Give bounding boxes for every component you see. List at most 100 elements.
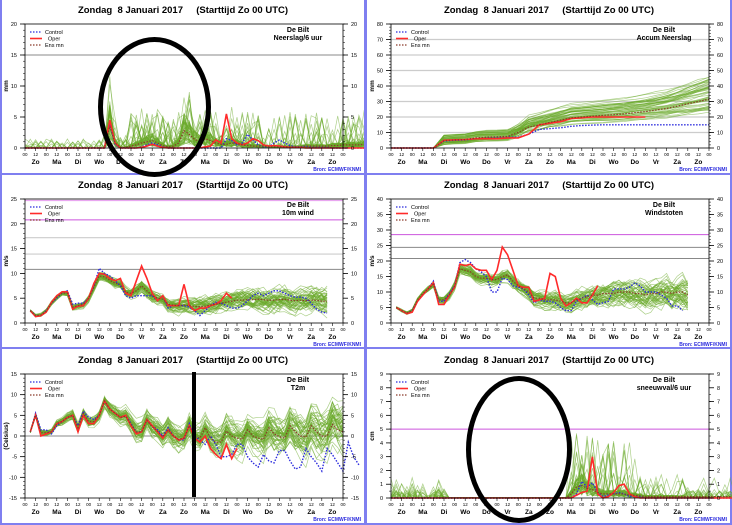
x-hour-label: 00 [452,502,458,507]
y-tick-label: 5 [14,296,17,302]
x-hour-label: 00 [494,502,500,507]
x-day-label: Vr [138,509,145,516]
y-tick-label: 7 [380,400,383,406]
x-hour-label: 00 [44,327,50,332]
x-hour-label: 00 [213,152,219,157]
x-day-label: Za [307,159,315,166]
x-hour-label: 00 [516,502,522,507]
x-day-label: Do [482,159,491,166]
y-tick-label-right: 10 [351,393,357,399]
legend-label-control: Control [45,30,63,36]
x-hour-label: 12 [505,502,511,507]
x-hour-label: 00 [388,152,394,157]
x-hour-label: 00 [234,502,240,507]
y-tick-label-right: 10 [351,84,357,90]
x-hour-label: 00 [86,327,92,332]
x-hour-label: 12 [309,327,315,332]
y-tick-label-right: -10 [351,475,359,481]
x-day-label: Wo [243,509,253,516]
source-label: Bron: ECMWF/KNMI [679,517,727,523]
legend-label-control: Control [45,205,63,211]
x-hour-label: 00 [643,502,649,507]
y-tick-label: -5 [12,455,17,461]
x-day-label: Wo [460,159,470,166]
y-axis-label: cm [369,431,376,441]
x-day-label: Wo [460,509,470,516]
chart-title: Zondag 8 Januari 2017 (Starttijd Zo 00 U… [444,5,654,16]
x-hour-label: 00 [431,502,437,507]
x-hour-label: 00 [685,327,691,332]
x-day-label: Wo [243,334,253,341]
x-day-label: Di [589,509,596,516]
x-day-label: Zo [398,334,406,341]
x-hour-label: 12 [399,327,405,332]
y-tick-label-right: 6 [717,413,720,419]
x-hour-label: 12 [266,152,272,157]
y-tick-label: 40 [377,84,383,90]
x-day-label: Di [441,159,448,166]
x-hour-label: 12 [632,152,638,157]
x-hour-label: 00 [388,502,394,507]
chart-svg: Zondag 8 Januari 2017 (Starttijd Zo 00 U… [369,5,728,173]
x-hour-label: 12 [33,152,39,157]
location-label: De Bilt [287,377,310,384]
x-hour-label: 00 [128,152,134,157]
x-hour-label: 12 [330,327,336,332]
x-hour-label: 12 [287,502,293,507]
y-tick-label: 5 [380,427,383,433]
x-hour-label: 12 [33,327,39,332]
x-hour-label: 12 [441,152,447,157]
x-hour-label: 12 [611,152,617,157]
x-hour-label: 12 [484,327,490,332]
y-tick-label-right: 0 [351,146,354,152]
x-hour-label: 12 [139,152,145,157]
ensemble-member-line [30,272,328,317]
x-hour-label: 00 [410,502,416,507]
y-tick-label: 10 [377,290,383,296]
x-day-label: Vr [653,334,660,341]
legend-label-ensmean: Ens mn [45,218,64,224]
chart-svg: Zondag 8 Januari 2017 (Starttijd Zo 00 U… [3,5,366,173]
y-tick-label-right: 2 [717,468,720,474]
x-hour-label: 12 [33,502,39,507]
x-day-label: Za [673,509,681,516]
x-hour-label: 00 [685,502,691,507]
x-hour-label: 00 [171,327,177,332]
x-hour-label: 00 [494,327,500,332]
x-hour-label: 00 [600,502,606,507]
x-hour-label: 12 [245,327,251,332]
x-hour-label: 12 [330,152,336,157]
x-day-label: Zo [398,509,406,516]
series-line-oper [395,245,599,315]
x-hour-label: 12 [632,327,638,332]
x-hour-label: 00 [452,327,458,332]
x-day-label: Za [673,334,681,341]
x-hour-label: 12 [653,502,659,507]
series-line-ensmean [391,98,710,149]
y-tick-label-right: 3 [717,455,720,461]
x-hour-label: 12 [675,152,681,157]
x-hour-label: 00 [65,502,71,507]
x-hour-label: 12 [569,327,575,332]
y-tick-label-right: 10 [351,271,357,277]
y-tick-label: 0 [380,321,383,327]
y-tick-label-right: 30 [717,100,723,106]
x-day-label: Di [75,509,82,516]
x-hour-label: 00 [150,502,156,507]
x-hour-label: 12 [696,502,702,507]
panel-sneeuwval: Zondag 8 Januari 2017 (Starttijd Zo 00 U… [366,350,732,525]
x-hour-label: 00 [277,327,283,332]
x-hour-label: 00 [298,327,304,332]
y-tick-label: 15 [11,372,17,378]
x-hour-label: 12 [160,327,166,332]
x-hour-label: 00 [706,152,712,157]
x-hour-label: 12 [484,152,490,157]
x-hour-label: 00 [65,152,71,157]
series-line-oper [29,263,233,318]
y-tick-label: 40 [377,197,383,203]
x-day-label: Wo [609,334,619,341]
x-hour-label: 12 [505,327,511,332]
x-hour-label: 00 [664,502,670,507]
legend-label-control: Control [411,380,429,386]
